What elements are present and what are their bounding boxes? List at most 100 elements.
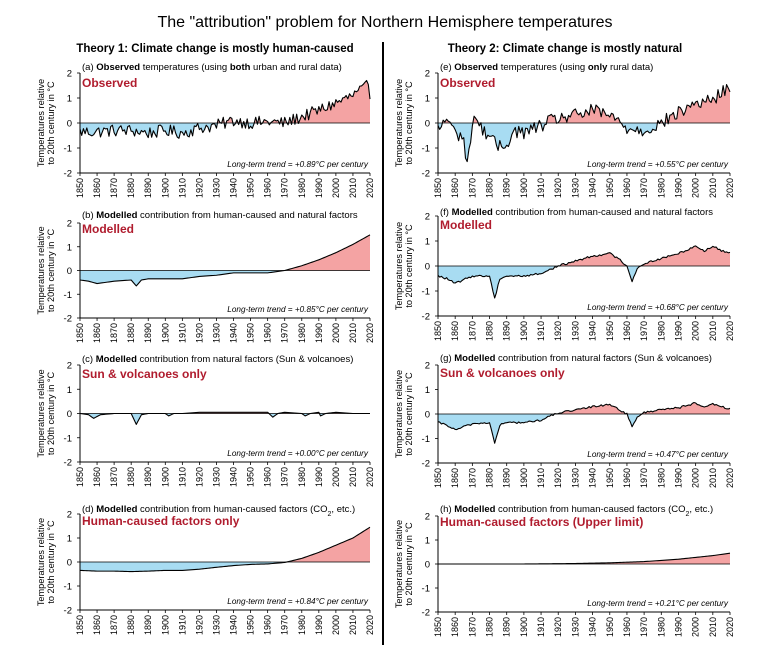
x-tick-label: 1990 xyxy=(314,467,324,487)
y-axis-label: Temperatures relativeto 20th century in … xyxy=(36,79,56,167)
y-tick-label: -2 xyxy=(422,169,430,180)
x-tick-label: 1960 xyxy=(263,178,273,198)
x-tick-label: 2020 xyxy=(725,178,735,198)
x-tick-label: 2000 xyxy=(691,617,701,637)
y-axis-label: Temperatures relativeto 20th century in … xyxy=(394,79,414,167)
x-tick-label: 1970 xyxy=(280,615,290,635)
panel-caption: (g) Modelled contribution from natural f… xyxy=(440,353,712,364)
temperature-series-line xyxy=(437,245,731,299)
y-tick-label: -1 xyxy=(64,290,72,301)
trend-text: Long-term trend = +0.68°C per century xyxy=(587,303,729,312)
trend-text: Long-term trend = +0.21°C per century xyxy=(587,599,729,608)
caption-part: (f) xyxy=(440,207,452,218)
y-tick-label: 0 xyxy=(67,266,72,277)
x-tick-label: 1870 xyxy=(109,615,119,635)
x-tick-label: 1990 xyxy=(673,321,683,341)
x-tick-label: 2020 xyxy=(365,615,375,635)
x-tick-label: 1860 xyxy=(450,617,460,637)
caption-part: contribution from human-caused and natur… xyxy=(137,210,357,221)
x-tick-label: 1960 xyxy=(622,617,632,637)
x-tick-label: 1950 xyxy=(246,467,256,487)
panel-label: Sun & volcanoes only xyxy=(82,367,207,381)
trend-text: Long-term trend = +0.47°C per century xyxy=(587,450,729,459)
x-tick-label: 1990 xyxy=(673,617,683,637)
x-tick-label: 1880 xyxy=(485,321,495,341)
positive-anomaly-area xyxy=(438,553,730,564)
y-tick-label: 0 xyxy=(67,119,72,130)
panel-label: Modelled xyxy=(440,218,492,232)
y-axis-label-line: to 20th century in °C xyxy=(46,520,56,604)
caption-part: temperatures (using xyxy=(140,62,230,73)
x-tick-label: 1870 xyxy=(467,617,477,637)
x-tick-label: 1960 xyxy=(263,615,273,635)
x-tick-label: 1870 xyxy=(467,321,477,341)
x-tick-label: 1930 xyxy=(211,178,221,198)
y-tick-label: 2 xyxy=(425,69,430,80)
x-tick-label: 1890 xyxy=(143,615,153,635)
caption-part: rural data) xyxy=(607,62,653,73)
panel-caption: (b) Modelled contribution from human-cau… xyxy=(82,210,358,221)
x-tick-label: 1980 xyxy=(656,178,666,198)
y-tick-label: 1 xyxy=(67,534,72,545)
panel-label: Observed xyxy=(82,76,137,90)
x-tick-label: 1890 xyxy=(502,178,512,198)
caption-part: (g) xyxy=(440,353,454,364)
negative-anomaly-area xyxy=(438,266,730,298)
x-tick-label: 2010 xyxy=(708,178,718,198)
x-tick-label: 1870 xyxy=(467,468,477,488)
panel-caption: (d) Modelled contribution from human-cau… xyxy=(82,504,355,518)
x-tick-label: 1950 xyxy=(246,615,256,635)
x-tick-label: 1880 xyxy=(126,467,136,487)
x-tick-label: 1860 xyxy=(450,321,460,341)
trend-text: Long-term trend = +0.85°C per century xyxy=(227,305,369,314)
x-tick-label: 1900 xyxy=(160,615,170,635)
x-tick-label: 1970 xyxy=(280,467,290,487)
caption-part: both xyxy=(230,62,251,73)
x-tick-label: 1900 xyxy=(160,178,170,198)
negative-anomaly-area xyxy=(80,562,370,572)
x-tick-label: 1990 xyxy=(673,178,683,198)
x-tick-label: 1980 xyxy=(297,178,307,198)
x-tick-label: 1940 xyxy=(229,323,239,343)
x-tick-label: 2000 xyxy=(691,468,701,488)
trend-text: Long-term trend = +0.84°C per century xyxy=(227,597,369,606)
x-tick-label: 1960 xyxy=(622,321,632,341)
panel-caption: (a) Observed temperatures (using both ur… xyxy=(82,62,342,73)
y-tick-label: 0 xyxy=(425,560,430,571)
y-tick-label: 2 xyxy=(67,69,72,80)
x-tick-label: 1850 xyxy=(75,615,85,635)
negative-anomaly-area xyxy=(80,123,370,139)
y-axis-label: Temperatures relativeto 20th century in … xyxy=(36,369,56,457)
caption-part: (h) xyxy=(440,504,454,515)
y-tick-label: 2 xyxy=(425,212,430,223)
temperature-series-line xyxy=(79,79,371,139)
positive-anomaly-area xyxy=(80,80,370,123)
x-tick-label: 1940 xyxy=(229,178,239,198)
y-tick-label: 1 xyxy=(67,242,72,253)
trend-text: Long-term trend = +0.89°C per century xyxy=(227,160,369,169)
x-tick-label: 1880 xyxy=(126,615,136,635)
x-tick-label: 1940 xyxy=(229,615,239,635)
x-tick-label: 1980 xyxy=(656,321,666,341)
y-tick-label: 1 xyxy=(67,94,72,105)
y-axis-label: Temperatures relativeto 20th century in … xyxy=(394,370,414,458)
x-tick-label: 1880 xyxy=(485,468,495,488)
x-tick-label: 1920 xyxy=(194,178,204,198)
x-tick-label: 1930 xyxy=(570,468,580,488)
x-tick-label: 1910 xyxy=(177,323,187,343)
x-tick-label: 1920 xyxy=(553,321,563,341)
x-tick-label: 2020 xyxy=(725,468,735,488)
y-tick-label: 0 xyxy=(67,558,72,569)
x-tick-label: 1890 xyxy=(143,323,153,343)
x-tick-label: 1930 xyxy=(570,321,580,341)
figure-title: The "attribution" problem for Northern H… xyxy=(157,14,612,31)
caption-part: , etc.) xyxy=(331,504,355,515)
caption-part: contribution from human-caused and natur… xyxy=(493,207,713,218)
x-tick-label: 1920 xyxy=(194,467,204,487)
